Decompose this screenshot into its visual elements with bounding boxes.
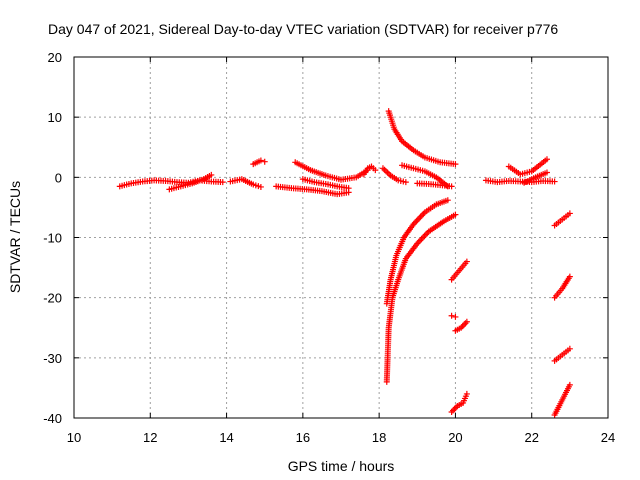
data-point [345, 185, 352, 192]
y-tick-label: -20 [43, 291, 62, 306]
data-point [452, 211, 459, 218]
y-tick-label: -30 [43, 351, 62, 366]
y-tick-label: 20 [48, 50, 62, 65]
series-arc-23 [551, 273, 573, 301]
series-arc-20 [505, 156, 550, 178]
y-tick-label: -10 [43, 231, 62, 246]
series-arc-10 [385, 108, 459, 168]
y-tick-label: -40 [43, 411, 62, 426]
data-point [566, 273, 573, 280]
data-point [551, 178, 558, 185]
y-tick-label: 0 [55, 170, 62, 185]
series-arc-2 [166, 171, 215, 193]
data-point [448, 312, 455, 319]
plot-frame [73, 56, 609, 419]
data-marks [116, 108, 573, 418]
chart-title: Day 047 of 2021, Sidereal Day-to-day VTE… [48, 21, 558, 37]
series-arc-21 [521, 169, 550, 186]
x-tick-label: 16 [296, 430, 310, 445]
series-arc-6 [292, 159, 371, 183]
series-arc-9 [379, 165, 409, 186]
data-point [219, 179, 226, 186]
data-point [566, 381, 573, 388]
data-point [402, 179, 409, 186]
data-point [566, 210, 573, 217]
data-point [208, 171, 215, 178]
series-arc-17 [452, 318, 470, 334]
data-point [543, 169, 550, 176]
data-point [261, 158, 268, 165]
data-point [543, 156, 550, 163]
data-point [463, 318, 470, 325]
data-point [372, 167, 379, 174]
data-point [444, 197, 451, 204]
series-arc-13 [383, 211, 459, 385]
x-tick-label: 24 [601, 430, 615, 445]
series-arc-18 [448, 390, 470, 415]
series-arc-22 [551, 210, 573, 229]
x-axis-label: GPS time / hours [288, 458, 395, 474]
grid-layer [74, 57, 608, 418]
x-tick-label: 22 [524, 430, 538, 445]
series-arc-14 [383, 197, 451, 307]
series-arc-15 [448, 258, 470, 283]
data-point [452, 313, 459, 320]
series-arc-4 [250, 157, 268, 168]
series-arc-8 [360, 163, 379, 178]
series-arc-3 [227, 176, 264, 190]
x-tick-label: 20 [448, 430, 462, 445]
x-tick-labels: 10 12 14 16 18 20 22 24 [67, 430, 615, 445]
data-point [448, 183, 455, 190]
series-arc-5 [273, 183, 352, 198]
y-tick-label: 10 [48, 110, 62, 125]
series-arc-16 [448, 312, 459, 320]
x-tick-label: 10 [67, 430, 81, 445]
data-point [463, 258, 470, 265]
x-tick-label: 14 [219, 430, 233, 445]
x-tick-label: 18 [372, 430, 386, 445]
series-arc-19 [482, 177, 558, 186]
data-point [566, 345, 573, 352]
x-tick-label: 12 [143, 430, 157, 445]
data-point [452, 161, 459, 168]
y-tick-labels: -40 -30 -20 -10 0 10 20 [43, 50, 62, 426]
series-arc-25 [551, 381, 573, 418]
series-arc-11 [399, 162, 451, 190]
series-arc-7 [299, 176, 352, 192]
series-arc-12 [414, 180, 455, 190]
data-point [257, 183, 264, 190]
data-point [463, 390, 470, 397]
series-arc-24 [551, 345, 573, 364]
data-point [257, 157, 264, 164]
y-axis-label: SDTVAR / TECUs [7, 181, 23, 293]
